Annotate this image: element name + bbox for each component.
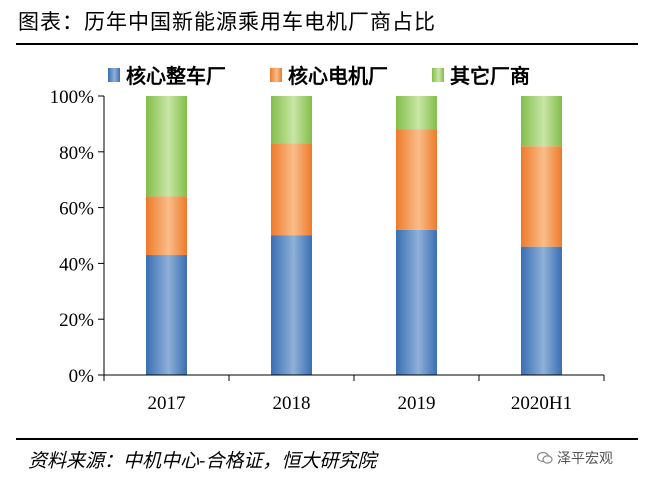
brand-name: 泽平宏观: [557, 451, 613, 467]
bar-2020H1-series-2: [521, 96, 562, 147]
x-tick-label: 2020H1: [511, 393, 572, 414]
y-tick-label: 80%: [59, 143, 94, 164]
wechat-icon: [537, 451, 553, 464]
y-tick-label: 0%: [69, 366, 95, 387]
axes: 0% 20% 40% 60% 80% 100%: [50, 87, 605, 387]
legend-swatch-0: [108, 68, 120, 82]
page-title: 图表：历年中国新能源乘用车电机厂商占比: [18, 10, 436, 34]
bar-2019-series-0: [396, 229, 437, 375]
legend-label-1: 核心电机厂: [288, 64, 388, 88]
bar-2019-series-2: [396, 96, 437, 130]
bar-2020H1-series-0: [521, 246, 562, 375]
y-tick-label: 40%: [59, 254, 94, 275]
x-tick-label: 2017: [148, 393, 186, 414]
y-tick-label: 100%: [50, 87, 95, 108]
stacked-bar-chart: 核心整车厂 核心电机厂 其它厂商 2017 2018 2019 2020H1 0% 20% 4…: [50, 64, 605, 414]
legend-swatch-1: [270, 68, 282, 82]
source-note: 资料来源：中机中心-合格证，恒大研究院: [28, 450, 377, 472]
bar-2019-series-1: [396, 129, 437, 230]
title-underline: [16, 43, 638, 45]
x-tick-label: 2019: [398, 393, 436, 414]
bar-2018-series-0: [271, 235, 312, 375]
legend-label-0: 核心整车厂: [126, 64, 226, 88]
x-tick-label: 2018: [273, 393, 311, 414]
bar-2017-series-1: [146, 196, 187, 256]
y-tick-label: 20%: [59, 310, 94, 331]
bar-2017-series-0: [146, 255, 187, 375]
bar-2018-series-2: [271, 96, 312, 144]
bars: 2017 2018 2019 2020H1: [146, 96, 572, 414]
legend-label-2: 其它厂商: [450, 64, 530, 88]
y-tick-label: 60%: [59, 199, 94, 220]
bar-2017-series-2: [146, 96, 187, 197]
legend: 核心整车厂 核心电机厂 其它厂商: [108, 64, 530, 88]
brand-watermark: 泽平宏观: [537, 448, 613, 468]
bar-2020H1-series-1: [521, 146, 562, 247]
footer-rule: [16, 438, 638, 440]
bar-2018-series-1: [271, 143, 312, 236]
legend-swatch-2: [432, 68, 444, 82]
